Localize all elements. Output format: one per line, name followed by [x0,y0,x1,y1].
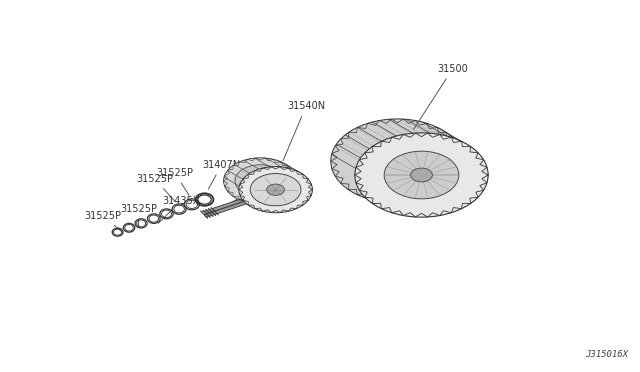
Text: 31435X: 31435X [158,196,200,223]
Ellipse shape [250,174,301,206]
Ellipse shape [331,119,464,203]
Ellipse shape [239,167,312,213]
Text: 31555: 31555 [225,185,268,206]
Text: 31525P: 31525P [156,168,193,195]
Ellipse shape [223,158,297,204]
Text: 31540N: 31540N [283,101,325,161]
Text: 31525P: 31525P [84,211,122,231]
Text: J315016X: J315016X [585,350,628,359]
Ellipse shape [384,151,459,199]
Ellipse shape [355,133,488,217]
Text: 31407N: 31407N [203,160,241,189]
Ellipse shape [267,184,284,195]
Text: 31525P: 31525P [136,174,175,201]
Text: 31525P: 31525P [120,204,157,227]
Ellipse shape [411,168,433,182]
Text: 31500: 31500 [413,64,468,129]
Ellipse shape [235,165,285,197]
